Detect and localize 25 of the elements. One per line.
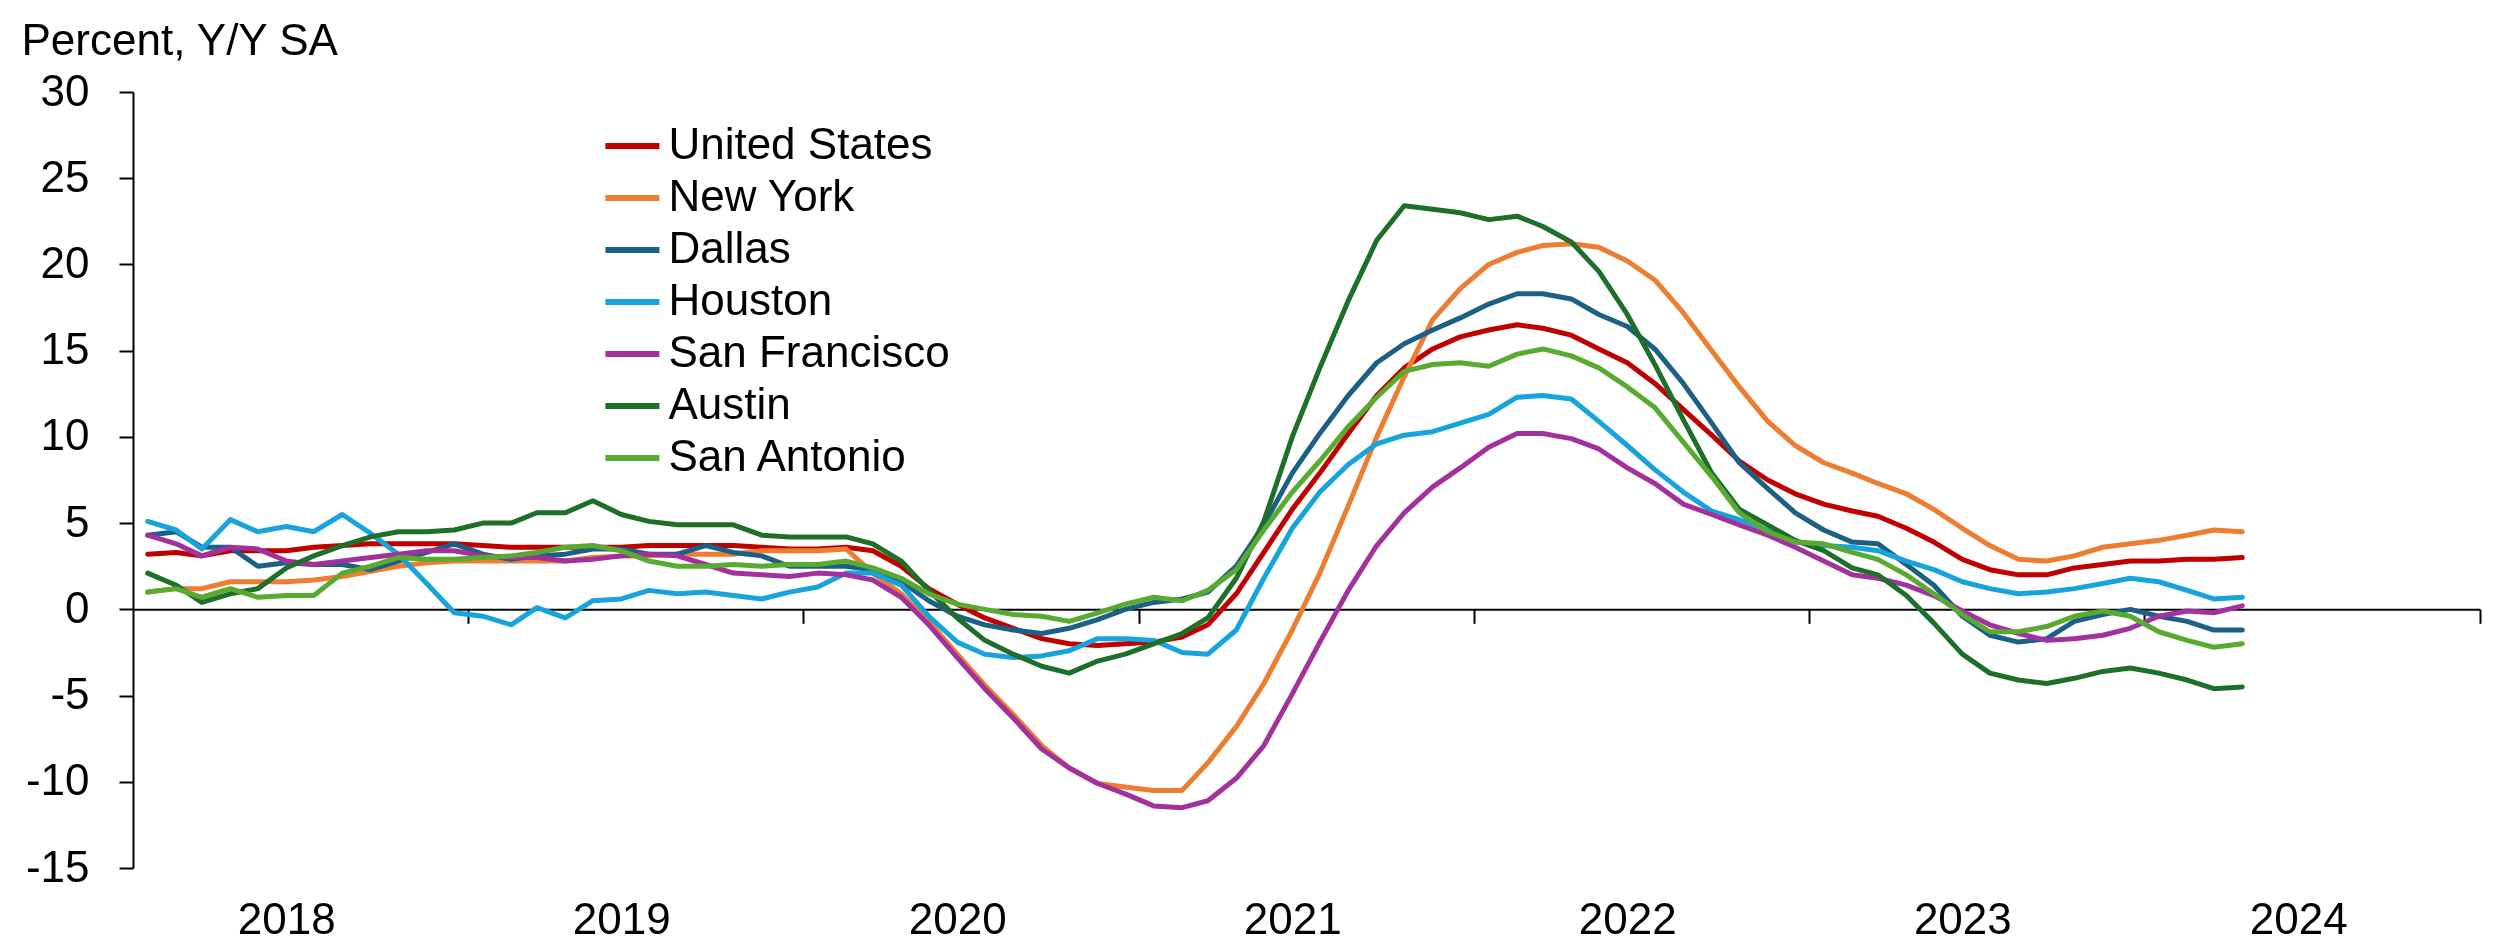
- y-tick-label: 10: [40, 410, 90, 460]
- x-tick-label: 2023: [1913, 893, 2012, 943]
- legend-label: United States: [668, 119, 933, 168]
- legend-label: Austin: [668, 379, 791, 428]
- x-tick-label: 2019: [572, 893, 671, 943]
- y-tick-label: -10: [25, 755, 90, 805]
- y-tick-label: 5: [65, 496, 90, 546]
- x-tick-label: 2021: [1243, 893, 1342, 943]
- y-tick-label: 0: [65, 582, 90, 632]
- legend-label: Dallas: [668, 223, 791, 272]
- x-tick-label: 2024: [2249, 893, 2348, 943]
- legend-label: San Francisco: [668, 327, 950, 376]
- x-tick-label: 2022: [1578, 893, 1677, 943]
- y-tick-label: 15: [40, 324, 90, 374]
- legend-label: San Antonio: [668, 431, 906, 480]
- x-tick-label: 2020: [908, 893, 1007, 943]
- y-tick-label: 25: [40, 151, 90, 201]
- legend-label: New York: [668, 171, 856, 220]
- y-tick-label: -15: [25, 841, 90, 891]
- y-tick-label: 30: [40, 65, 90, 115]
- y-tick-label: -5: [50, 669, 90, 719]
- x-tick-label: 2018: [237, 893, 336, 943]
- legend-label: Houston: [668, 275, 833, 324]
- y-axis-title: Percent, Y/Y SA: [21, 14, 339, 64]
- y-tick-label: 20: [40, 237, 90, 287]
